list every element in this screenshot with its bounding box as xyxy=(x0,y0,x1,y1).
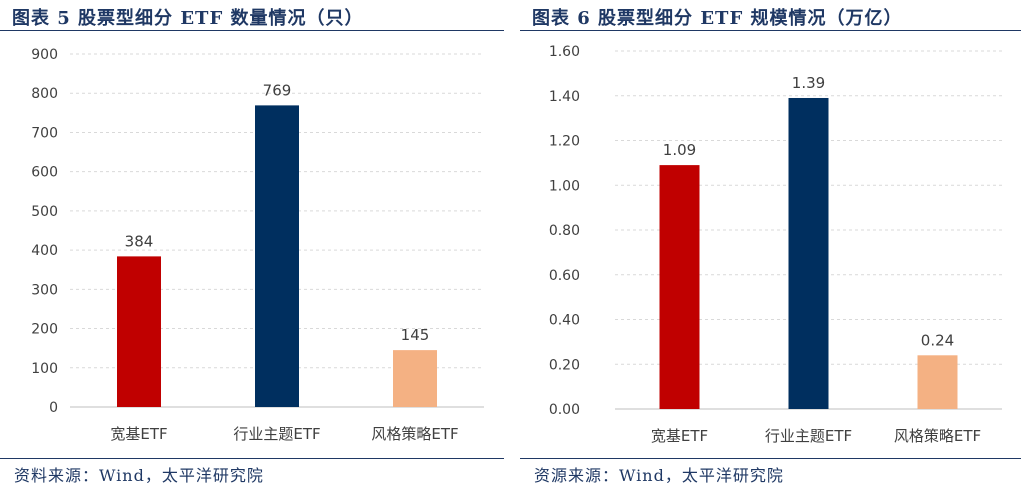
category-label: 风格策略ETF xyxy=(371,425,458,443)
y-tick-label: 200 xyxy=(31,322,58,338)
data-label: 0.24 xyxy=(921,331,954,349)
source-rule xyxy=(0,458,504,459)
category-label: 行业主题ETF xyxy=(233,425,320,443)
y-tick-label: 100 xyxy=(31,361,58,377)
y-tick-label: 700 xyxy=(31,125,58,141)
source-rule xyxy=(520,458,1021,459)
chart-title: 图表 6 股票型细分 ETF 规模情况（万亿） xyxy=(532,8,903,29)
y-tick-label: 400 xyxy=(31,243,58,259)
chart-panel-scale: 图表 6 股票型细分 ETF 规模情况（万亿） 0.00 0.20 0.40 0.60… xyxy=(520,0,1021,491)
chart-panel-quantity: 图表 5 股票型细分 ETF 数量情况（只） 0 100 200 300 400 500 6… xyxy=(0,0,504,491)
bar xyxy=(659,165,700,409)
bar xyxy=(393,350,437,407)
y-tick-label: 0.00 xyxy=(549,402,580,418)
bar xyxy=(255,105,299,408)
data-label: 769 xyxy=(263,81,292,99)
data-label: 1.09 xyxy=(663,141,696,159)
data-label: 384 xyxy=(125,232,154,250)
y-tick-label: 1.00 xyxy=(549,178,580,194)
y-tick-label: 300 xyxy=(31,282,58,298)
bar-chart-etf-count: 0 100 200 300 400 500 600 700 800 900 384 宽基ETF 769 行… xyxy=(31,47,484,443)
category-label: 风格策略ETF xyxy=(894,427,981,445)
category-label: 行业主题ETF xyxy=(765,427,852,445)
category-label: 宽基ETF xyxy=(110,425,167,443)
data-label: 145 xyxy=(401,326,430,344)
y-tick-label: 900 xyxy=(31,47,58,63)
y-tick-label: 0 xyxy=(49,400,58,416)
chart-title: 图表 5 股票型细分 ETF 数量情况（只） xyxy=(12,8,364,29)
title-rule xyxy=(0,30,504,31)
y-tick-label: 1.20 xyxy=(549,134,580,150)
title-rule xyxy=(520,30,1021,31)
y-tick-label: 600 xyxy=(31,165,58,181)
data-label: 1.39 xyxy=(792,74,825,92)
y-tick-label: 0.60 xyxy=(549,268,580,284)
category-label: 宽基ETF xyxy=(651,427,708,445)
y-tick-label: 1.60 xyxy=(549,44,580,60)
y-tick-label: 1.40 xyxy=(549,89,580,105)
source-note: 资料来源：Wind，太平洋研究院 xyxy=(14,466,264,485)
bar-chart-etf-scale: 0.00 0.20 0.40 0.60 0.80 1.00 1.20 1.40 1.60 1.09… xyxy=(549,44,1002,445)
bar xyxy=(788,97,829,410)
bar xyxy=(117,256,161,407)
y-tick-label: 800 xyxy=(31,86,58,102)
y-tick-label: 0.20 xyxy=(549,357,580,373)
y-tick-label: 0.40 xyxy=(549,313,580,329)
source-note: 资源来源：Wind，太平洋研究院 xyxy=(534,466,784,485)
y-tick-label: 500 xyxy=(31,204,58,220)
bar xyxy=(917,355,958,409)
y-tick-label: 0.80 xyxy=(549,223,580,239)
